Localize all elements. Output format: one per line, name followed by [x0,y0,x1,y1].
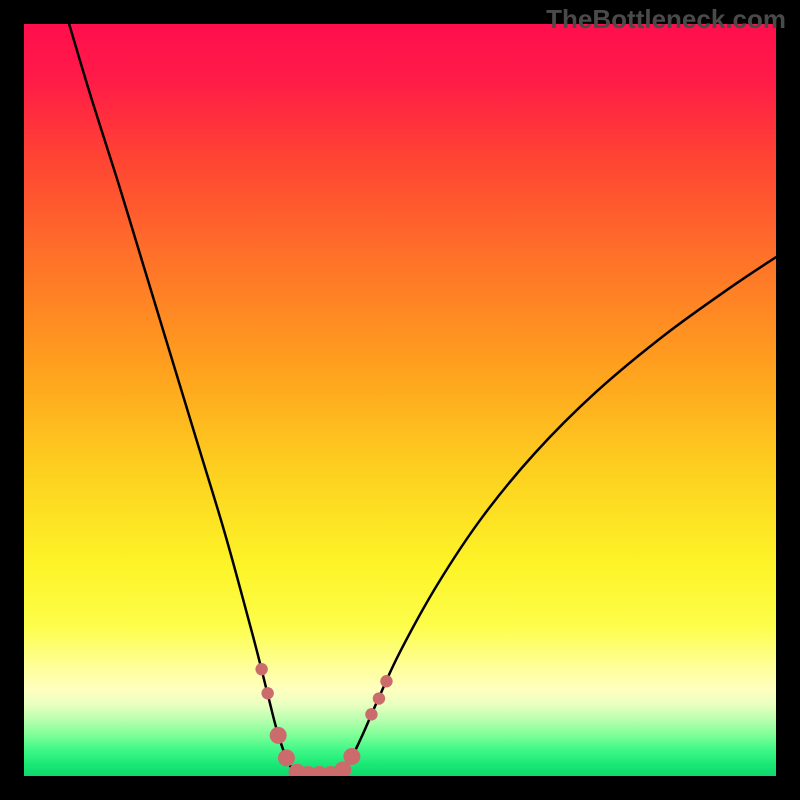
marker-point [261,687,273,699]
chart-svg [24,24,776,776]
chart-plot-area [24,24,776,776]
marker-point [380,675,392,687]
marker-point [255,663,267,675]
marker-point [270,727,287,744]
marker-point [278,749,295,766]
watermark-text: TheBottleneck.com [546,4,786,35]
marker-point [373,692,385,704]
chart-frame: TheBottleneck.com [0,0,800,800]
marker-point [343,748,360,765]
marker-point [365,708,377,720]
chart-background [24,24,776,776]
